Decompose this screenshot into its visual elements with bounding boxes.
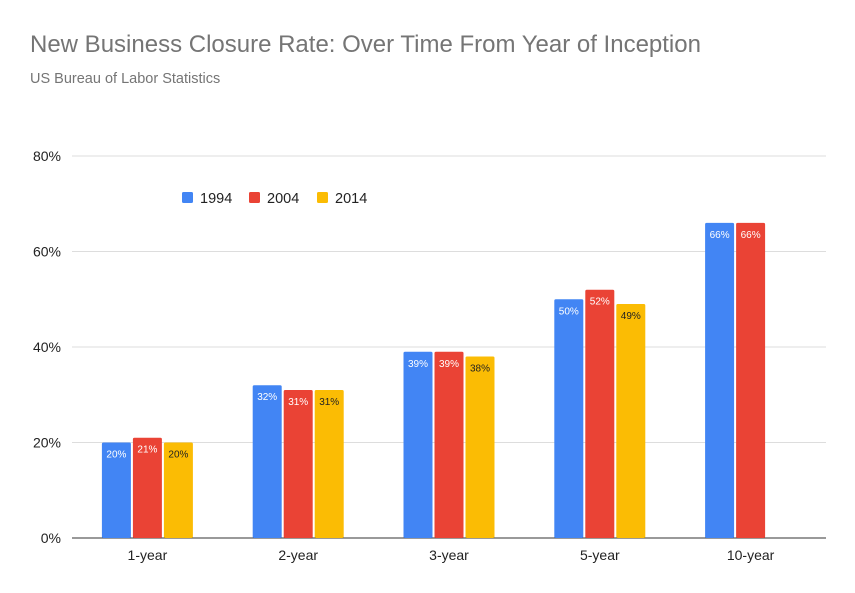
x-tick-label: 1-year	[128, 547, 168, 563]
legend-label: 1994	[200, 191, 232, 207]
data-label: 38%	[470, 364, 490, 375]
bar	[705, 222, 735, 538]
bar	[465, 356, 495, 538]
data-label: 20%	[168, 450, 188, 461]
x-tick-label: 3-year	[429, 547, 469, 563]
data-label: 39%	[408, 359, 428, 370]
legend-swatch	[249, 192, 260, 203]
bar	[736, 222, 766, 538]
chart-subtitle: US Bureau of Labor Statistics	[30, 71, 221, 87]
data-label: 31%	[319, 397, 339, 408]
legend-swatch	[182, 192, 193, 203]
y-tick-label: 0%	[41, 530, 61, 546]
bar	[283, 389, 313, 538]
x-tick-label: 2-year	[278, 547, 318, 563]
legend-swatch	[317, 192, 328, 203]
data-label: 21%	[137, 445, 157, 456]
data-label: 66%	[741, 230, 761, 241]
bar	[616, 304, 646, 538]
bar	[585, 289, 615, 538]
x-tick-label: 10-year	[727, 547, 775, 563]
y-tick-label: 20%	[33, 435, 61, 451]
data-label: 39%	[439, 359, 459, 370]
data-label: 20%	[106, 450, 126, 461]
legend-label: 2014	[335, 191, 367, 207]
data-label: 52%	[590, 297, 610, 308]
chart-title: New Business Closure Rate: Over Time Fro…	[30, 31, 701, 58]
data-label: 32%	[257, 392, 277, 403]
bar	[434, 351, 464, 538]
data-label: 66%	[710, 230, 730, 241]
data-label: 49%	[621, 311, 641, 322]
data-label: 31%	[288, 397, 308, 408]
y-tick-label: 40%	[33, 339, 61, 355]
bar	[554, 299, 584, 538]
legend-label: 2004	[267, 191, 299, 207]
bar	[163, 442, 193, 538]
bar	[403, 351, 433, 538]
x-tick-label: 5-year	[580, 547, 620, 563]
bar	[132, 437, 162, 538]
bar	[252, 385, 282, 538]
y-tick-label: 80%	[33, 148, 61, 164]
bar	[101, 442, 131, 538]
y-tick-label: 60%	[33, 244, 61, 260]
data-label: 50%	[559, 306, 579, 317]
bar	[314, 389, 344, 538]
